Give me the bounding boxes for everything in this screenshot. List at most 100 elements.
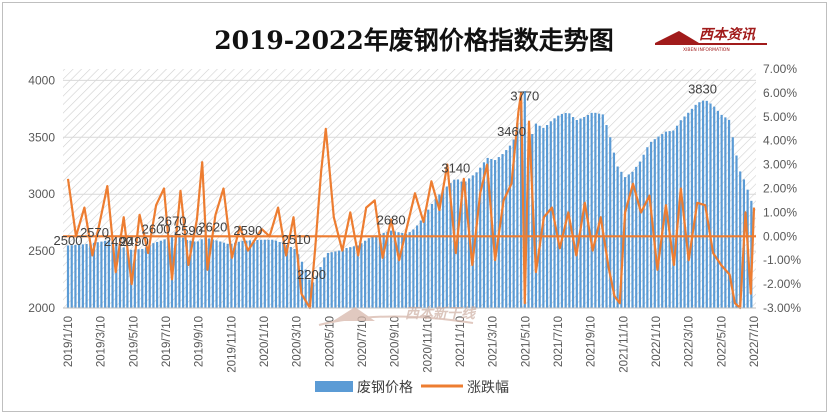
price-bar <box>490 158 493 308</box>
price-bar <box>393 231 396 308</box>
logo-subtext: XIBEN INFORMATION <box>683 47 730 53</box>
price-bar <box>612 152 616 308</box>
y-right-tick-label: 4.00% <box>763 134 797 148</box>
price-bar <box>579 118 582 308</box>
price-bar <box>74 244 77 308</box>
price-bar <box>653 139 656 308</box>
x-tick-label: 2022/5/10 <box>716 316 728 367</box>
price-bar <box>323 257 326 308</box>
y-left-tick-label: 2000 <box>28 301 55 315</box>
y-right-tick-label: -3.00% <box>763 301 801 315</box>
data-label: 3830 <box>688 82 717 97</box>
price-bar <box>501 154 504 308</box>
price-bar <box>159 240 162 308</box>
watermark: 西本新干线 <box>318 305 477 326</box>
price-bar <box>100 241 103 308</box>
price-bar <box>534 123 538 308</box>
x-tick-label: 2022/3/10 <box>684 316 696 367</box>
watermark-swoosh <box>318 315 474 326</box>
x-axis: 2019/1/10 2019/3/10 2019/5/10 2019/7/10 2019… <box>63 307 761 373</box>
price-bar <box>182 237 185 308</box>
price-bar <box>371 236 374 308</box>
price-bar <box>174 231 177 308</box>
price-bar <box>672 130 675 308</box>
x-tick-label: 2020/5/10 <box>324 316 336 367</box>
price-bar <box>735 155 738 308</box>
price-bar <box>679 120 682 308</box>
x-tick-label: 2021/3/10 <box>488 316 500 367</box>
data-label: 2670 <box>158 214 187 229</box>
logo: 西本资讯 XIBEN INFORMATION <box>655 26 767 53</box>
price-bar <box>505 150 508 308</box>
price-bar <box>360 243 363 308</box>
price-bar <box>293 249 296 308</box>
price-bar <box>482 162 486 308</box>
price-bar <box>167 237 170 308</box>
x-tick-label: 2020/3/10 <box>292 316 304 367</box>
price-bar <box>412 229 415 308</box>
price-bar <box>508 145 512 308</box>
price-bar <box>126 248 129 308</box>
chart-svg: 2019-2022年废钢价格指数走势图 西本资讯 XIBEN INFORMATI… <box>28 26 801 396</box>
y-right-tick-label: -2.00% <box>763 277 801 291</box>
price-bar <box>144 247 148 308</box>
price-bar <box>137 249 140 308</box>
x-tick-label: 2019/1/10 <box>63 316 75 367</box>
price-bar <box>352 246 356 308</box>
data-label: 2490 <box>120 234 149 249</box>
price-bar <box>267 239 270 308</box>
x-tick-label: 2021/5/10 <box>520 316 532 367</box>
price-bar <box>464 181 467 308</box>
price-bar <box>664 131 668 308</box>
price-bar <box>408 232 411 308</box>
price-bar <box>438 194 441 308</box>
price-bar <box>727 119 731 308</box>
price-bar <box>375 235 378 308</box>
x-tick-label: 2019/3/10 <box>96 316 108 367</box>
y-right-tick-label: 1.00% <box>763 205 797 219</box>
price-bar <box>248 240 252 308</box>
price-bar <box>675 125 679 308</box>
x-tick-label: 2019/11/10 <box>226 316 238 373</box>
price-bar <box>638 161 642 308</box>
price-bar <box>256 239 259 308</box>
price-bar <box>475 172 478 308</box>
price-bar <box>230 243 233 308</box>
price-bar <box>516 123 519 309</box>
price-bar <box>434 198 437 308</box>
price-bar <box>623 177 627 308</box>
price-bar <box>419 220 422 308</box>
y-right-tick-label: 6.00% <box>763 86 797 100</box>
price-bar <box>649 141 653 308</box>
price-bar <box>531 134 534 308</box>
price-bar <box>631 171 634 308</box>
price-bar <box>204 237 207 308</box>
price-bar <box>486 157 489 308</box>
price-bar <box>404 233 408 308</box>
x-tick-label: 2020/9/10 <box>390 316 402 367</box>
data-label: 2620 <box>198 219 227 234</box>
price-bar <box>156 241 159 308</box>
price-bar <box>189 240 192 308</box>
data-label: 2510 <box>282 232 311 247</box>
price-bar <box>687 112 690 308</box>
price-bar <box>104 240 107 308</box>
price-bar <box>341 249 344 308</box>
price-bar <box>289 246 292 308</box>
x-tick-label: 2022/1/10 <box>651 316 663 367</box>
price-bar <box>545 124 549 308</box>
data-label: 2680 <box>377 213 406 228</box>
price-bar <box>241 240 244 308</box>
price-bar <box>211 239 214 308</box>
price-bar <box>237 241 240 308</box>
price-bar <box>282 243 285 308</box>
x-tick-label: 2019/9/10 <box>194 316 206 367</box>
price-bar <box>523 91 526 309</box>
y-axis-right: -3.00% -2.00% -1.00% 0.00% 1.00% 2.00% 3.00% 4.… <box>763 62 801 315</box>
price-bar <box>549 121 552 308</box>
price-bar <box>716 110 720 309</box>
price-bar <box>627 174 630 308</box>
price-bar <box>260 239 263 308</box>
price-bar <box>430 203 434 308</box>
